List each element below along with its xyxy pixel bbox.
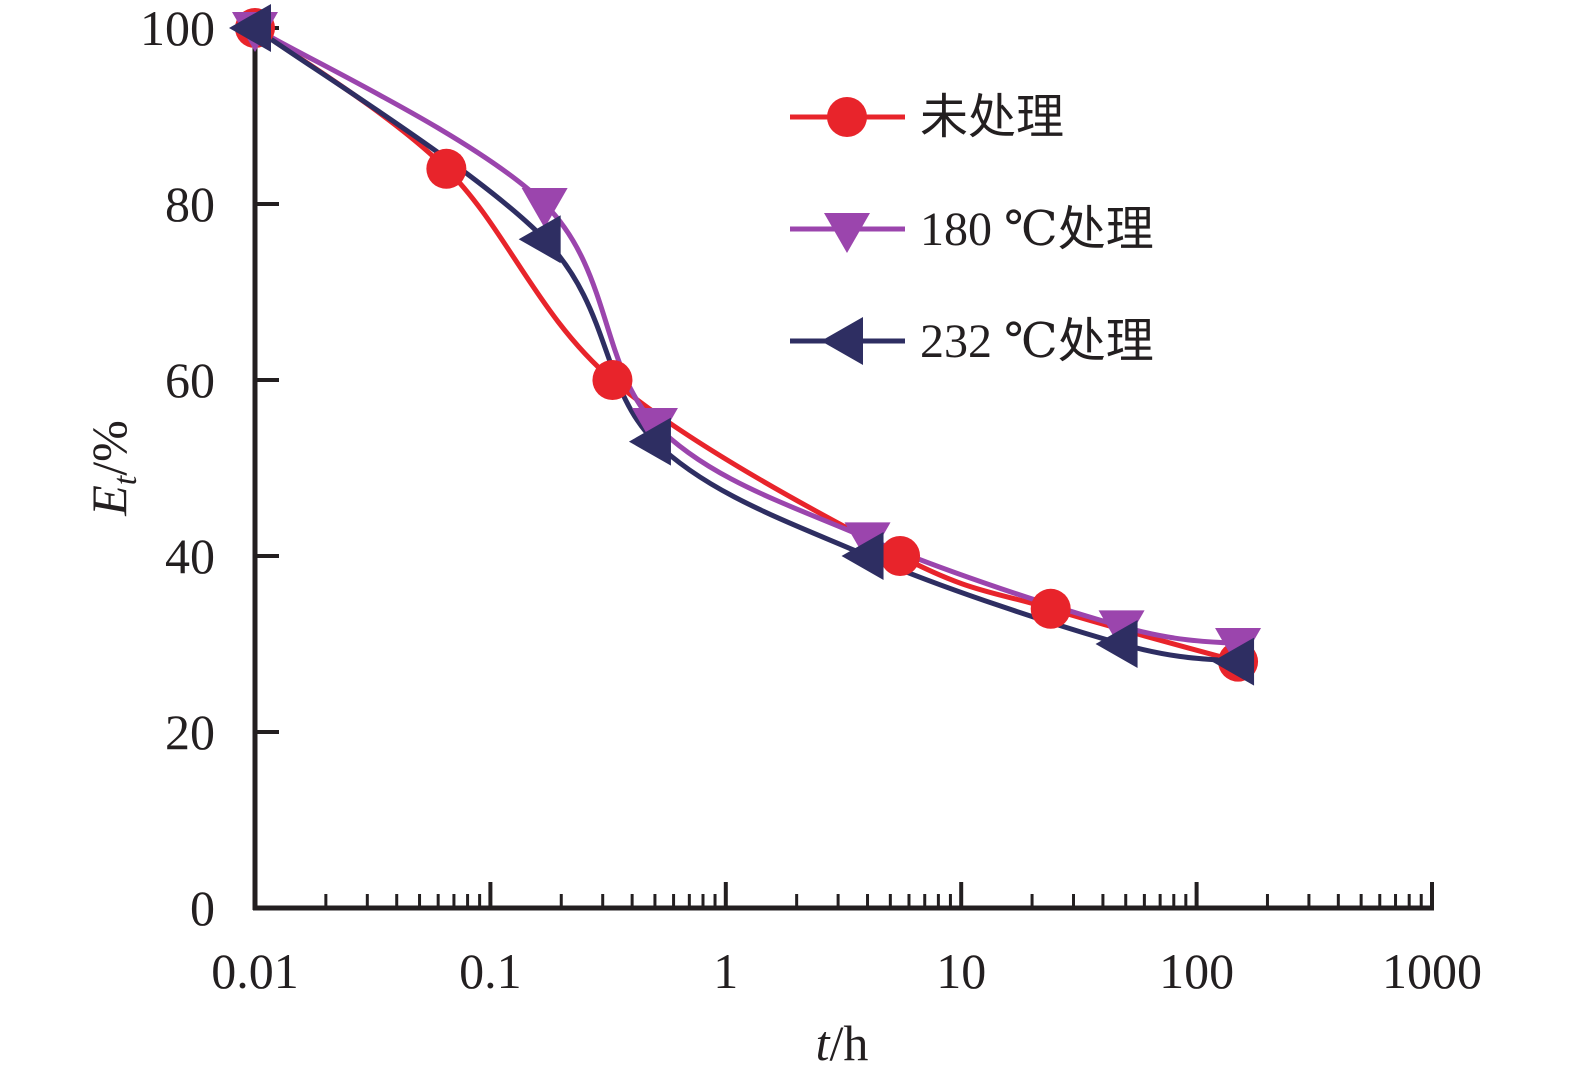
y-tick-label: 80 xyxy=(165,176,215,232)
x-tick-label: 0.1 xyxy=(459,943,522,999)
x-ticks: 0.01 0.1 1 10 100 1000 xyxy=(211,882,1482,999)
y-tick-label: 20 xyxy=(165,704,215,760)
y-axis-label: Et/% xyxy=(81,420,144,517)
x-tick-label: 1 xyxy=(713,943,738,999)
y-tick-label: 100 xyxy=(140,0,215,56)
series-3-point xyxy=(229,4,271,52)
axes: 0.01 0.1 1 10 100 1000 0 20 40 60 80 100 xyxy=(140,0,1482,999)
marker-layer xyxy=(229,4,1262,686)
x-tick-label: 10 xyxy=(936,943,986,999)
y-tick-label: 60 xyxy=(165,352,215,408)
series-1-point xyxy=(880,536,921,576)
series-1-point xyxy=(592,360,633,400)
x-tick-label: 1000 xyxy=(1382,943,1482,999)
y-ticks: 0 20 40 60 80 100 xyxy=(140,0,279,936)
legend-label-2: 180 ℃处理 xyxy=(920,203,1154,256)
series-3-point xyxy=(1095,620,1138,668)
legend-marker-1 xyxy=(827,97,867,137)
series-3-point xyxy=(841,532,884,580)
series-2-point xyxy=(521,188,568,228)
legend-marker-3 xyxy=(821,317,863,365)
x-tick-label: 100 xyxy=(1159,943,1234,999)
x-axis-label: t/h xyxy=(816,1015,869,1071)
y-tick-label: 40 xyxy=(165,528,215,584)
legend-label-1: 未处理 xyxy=(920,91,1064,144)
series-3-point xyxy=(518,215,561,264)
x-tick-label: 0.01 xyxy=(211,943,299,999)
legend-marker-2 xyxy=(824,213,870,253)
series-1-point xyxy=(1030,588,1071,629)
series-3-point xyxy=(628,417,671,466)
y-tick-label: 0 xyxy=(190,880,215,936)
legend: 未处理 180 ℃处理 232 ℃处理 xyxy=(790,91,1154,368)
series-1-point xyxy=(426,148,467,189)
series-3-point xyxy=(1212,637,1255,686)
legend-label-3: 232 ℃处理 xyxy=(920,315,1154,368)
